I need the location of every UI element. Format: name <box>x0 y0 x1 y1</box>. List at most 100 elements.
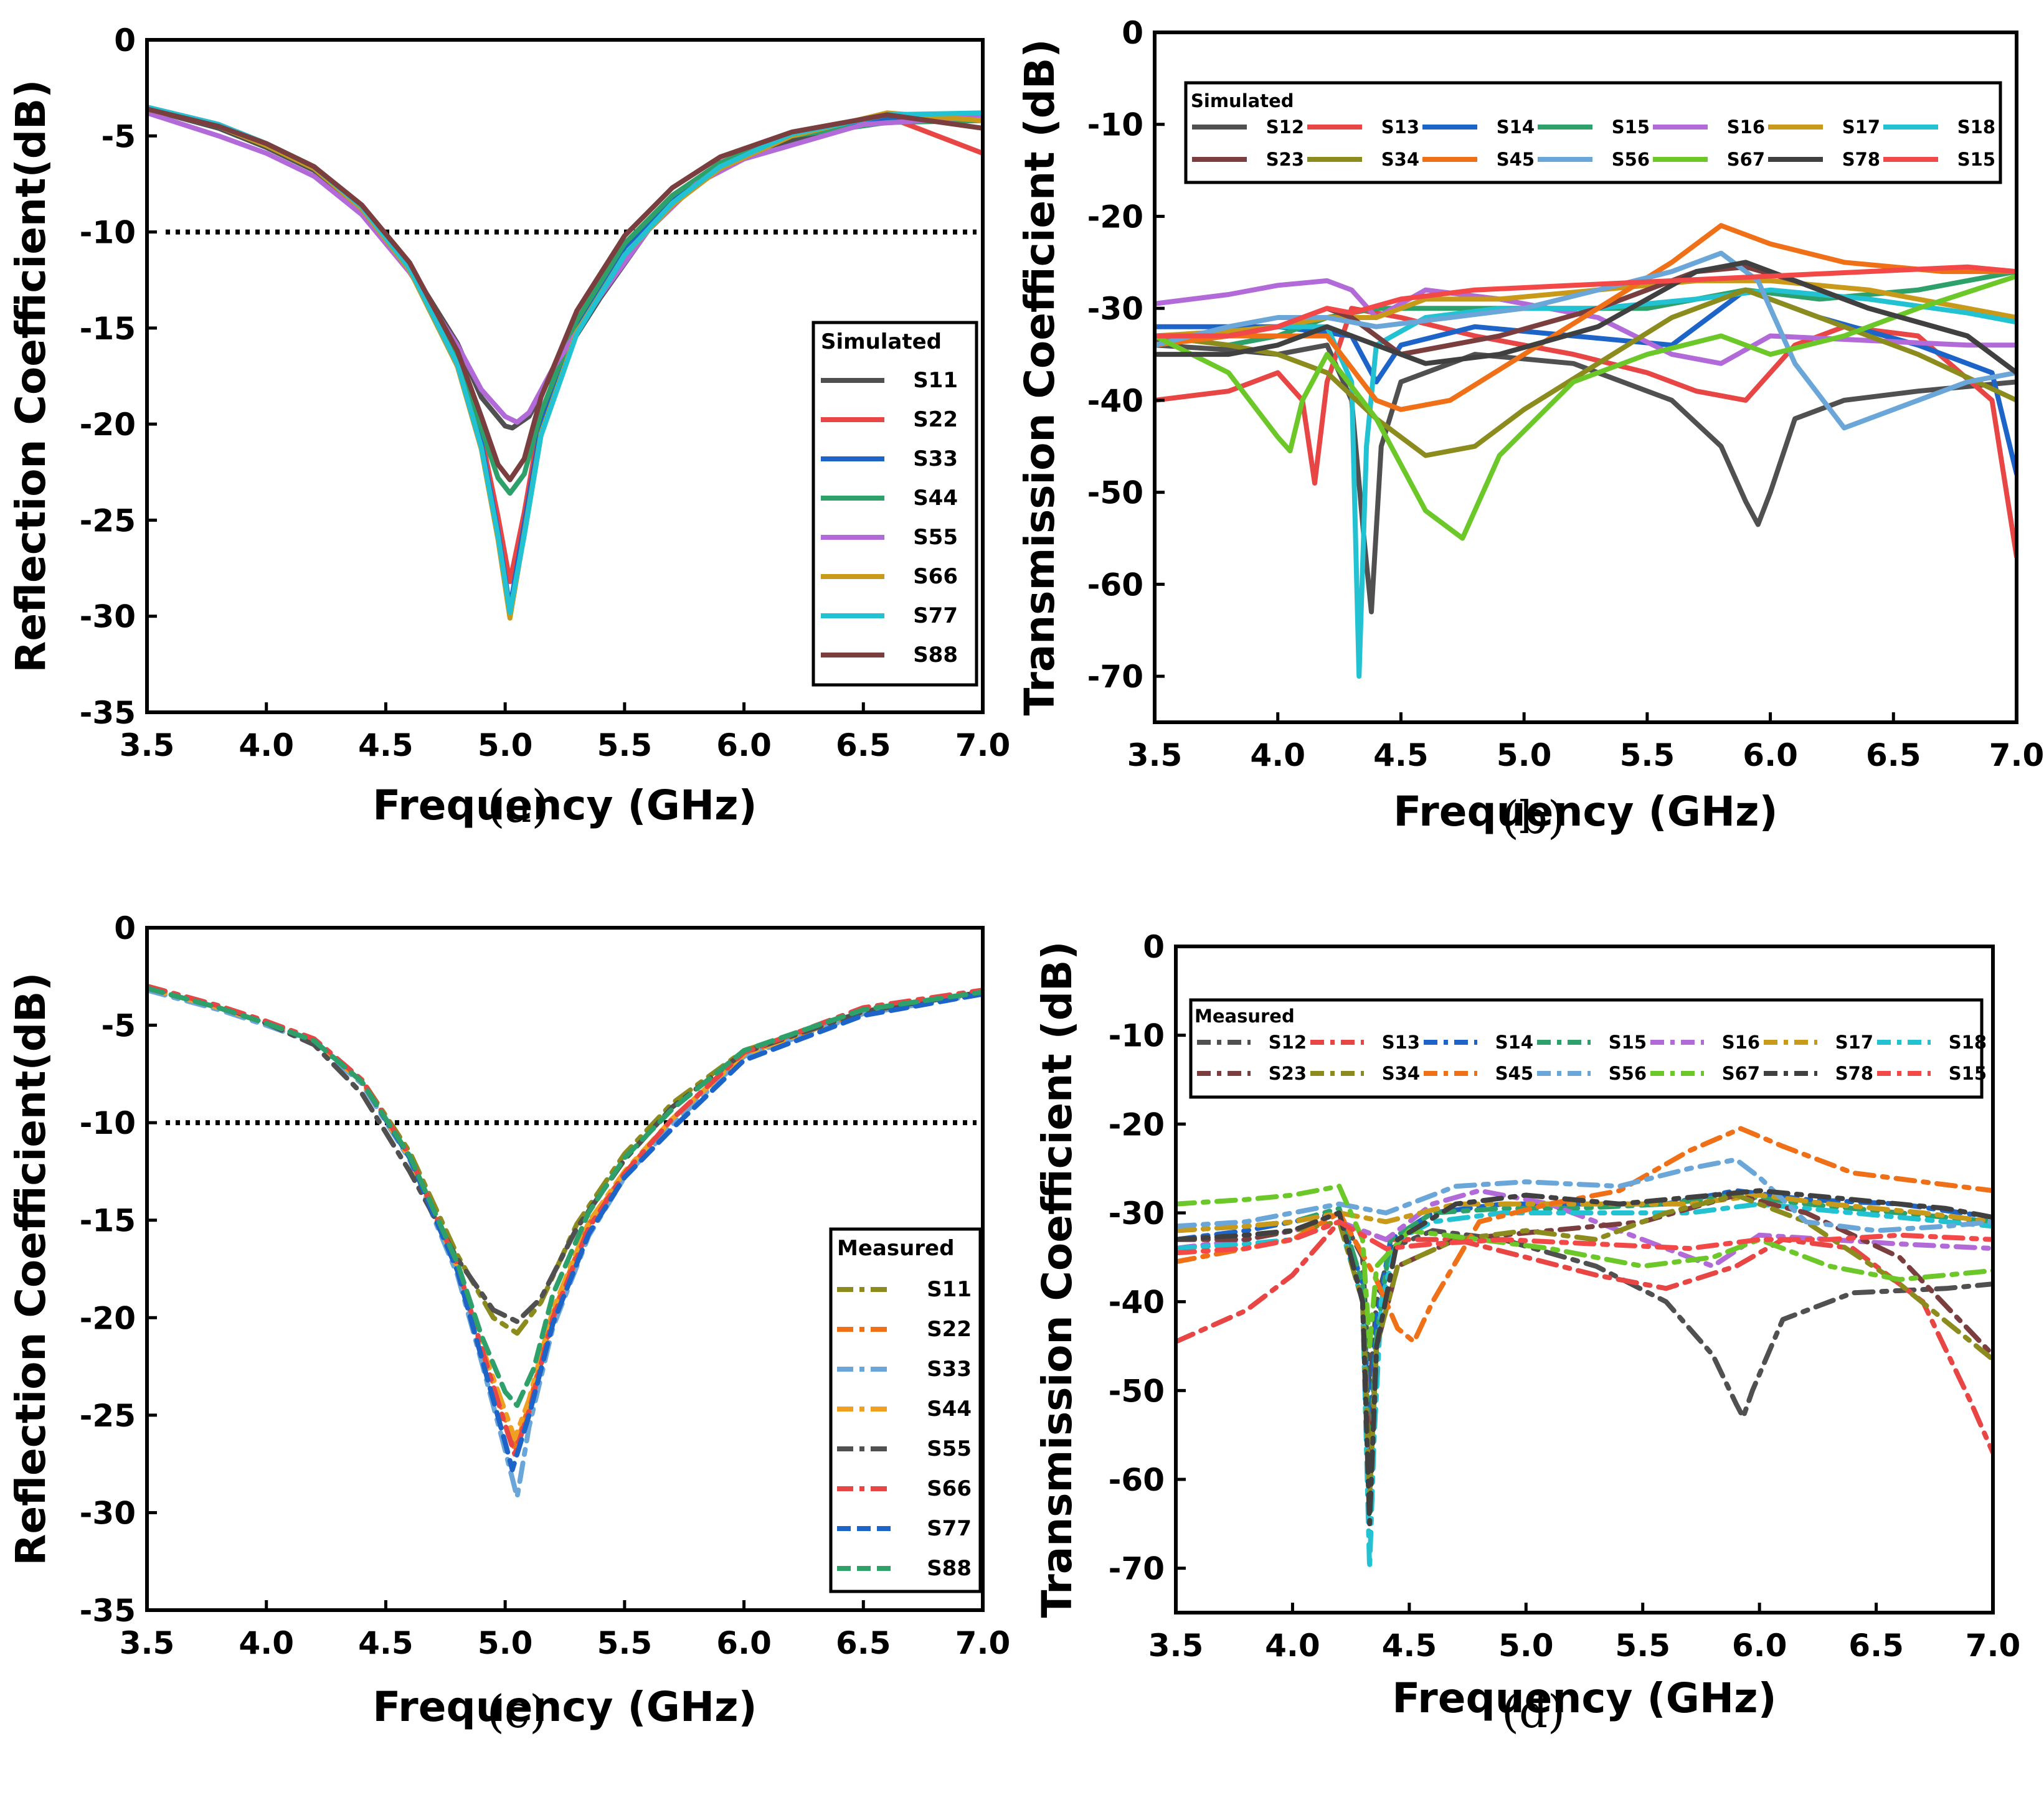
legend-item-s16: S16 <box>1727 116 1765 138</box>
legend-item-s55: S55 <box>913 525 958 550</box>
x-tick-label: 4.5 <box>358 1625 414 1661</box>
legend-item-s23: S23 <box>1269 1063 1307 1084</box>
plot-frame <box>145 926 985 1612</box>
series-line-s88-7 <box>147 986 983 1408</box>
legend-box <box>1189 998 1984 1099</box>
y-tick-label: 0 <box>1143 929 1165 965</box>
series-line-s45-9 <box>1176 1126 1993 1344</box>
x-tick-label: 5.0 <box>478 1625 533 1661</box>
chart-panel-b: 3.5 4.0 4.5 5.0 5.5 6.0 6.5 7.0 0 -10 -20 -30 -40 -50… <box>1016 15 2044 844</box>
x-tick-label: 6.0 <box>716 1625 772 1661</box>
series-line-s12-0 <box>1155 342 2017 615</box>
x-tick-label: 5.0 <box>1497 737 1552 773</box>
plot-frame <box>1153 31 2018 724</box>
x-tick-label: 5.0 <box>478 727 533 763</box>
series-line-s78-12 <box>1155 260 2017 375</box>
legend-item-s88: S88 <box>913 643 958 667</box>
y-tick-label: -10 <box>80 215 136 251</box>
y-tick-label: -20 <box>80 407 136 443</box>
legend-title: Measured <box>1195 1006 1295 1027</box>
y-tick-label: -10 <box>80 1105 136 1141</box>
x-tick-label: 3.5 <box>120 1625 175 1661</box>
x-tick-label: 6.5 <box>836 1625 891 1661</box>
legend: Measured S12 S13 S14 S15 S16 S17 S18 S23 S34 S45 S5… <box>1189 998 1987 1099</box>
legend-item-s22: S22 <box>913 407 958 432</box>
y-tick-label: -30 <box>1109 1195 1165 1232</box>
legend-item-s22: S22 <box>927 1317 972 1342</box>
y-tick-label: -25 <box>80 1398 136 1434</box>
panel-label: (c) <box>487 1685 547 1738</box>
legend-item-s55: S55 <box>927 1436 972 1461</box>
legend-item-s15: S15 <box>1612 116 1650 138</box>
series-line-s15-13 <box>1176 1219 1993 1256</box>
y-tick-label: -10 <box>1109 1018 1165 1054</box>
x-tick-label: 5.5 <box>597 727 653 763</box>
y-tick-label: -50 <box>1109 1373 1165 1409</box>
legend-item-s12: S12 <box>1269 1032 1307 1053</box>
y-tick-label: -40 <box>1109 1284 1165 1321</box>
series-line-s67-11 <box>1176 1184 1993 1349</box>
legend-item-s34: S34 <box>1382 1063 1420 1084</box>
legend-item-s13: S13 <box>1382 1032 1420 1053</box>
x-tick-label: 7.0 <box>1989 737 2044 773</box>
y-tick-label: -40 <box>1087 383 1143 419</box>
x-tick-label: 3.5 <box>1148 1628 1204 1664</box>
legend-item-s17: S17 <box>1842 116 1880 138</box>
x-axis-label: Frequency (GHz) <box>372 1683 757 1731</box>
series-line-s78-12 <box>1176 1188 1993 1527</box>
chart-panel-d: 3.5 4.0 4.5 5.0 5.5 6.0 6.5 7.0 0 -10 -20 -30 -40 -50… <box>1033 929 2020 1738</box>
series-line-s45-9 <box>1155 223 2017 412</box>
legend-item-s14: S14 <box>1497 116 1535 138</box>
x-tick-label: 4.0 <box>1250 737 1305 773</box>
x-tick-label: 4.5 <box>1382 1628 1437 1664</box>
legend: Measured S11 S22 S33 S44 S55 S66 S77 S88 <box>829 1227 982 1593</box>
legend-item-s77: S77 <box>927 1516 972 1541</box>
y-tick-label: -60 <box>1109 1462 1165 1498</box>
y-tick-label: -5 <box>101 1008 136 1044</box>
x-tick-label: 4.0 <box>1265 1628 1320 1664</box>
legend-item-s15: S15 <box>1949 1063 1987 1084</box>
x-tick-label: 6.5 <box>1866 737 1921 773</box>
series-line-s34-8 <box>1176 1192 1993 1500</box>
x-tick-label: 6.5 <box>1848 1628 1904 1664</box>
y-tick-label: -60 <box>1087 567 1143 603</box>
y-tick-label: -70 <box>1087 659 1143 695</box>
series-group <box>1155 223 2017 679</box>
legend-item-s33: S33 <box>913 446 958 471</box>
x-axis-label: Frequency (GHz) <box>1392 1674 1776 1722</box>
y-tick-label: -35 <box>80 1593 136 1629</box>
legend-item-s67: S67 <box>1722 1063 1760 1084</box>
chart-panel-a: 3.5 4.0 4.5 5.0 5.5 6.0 6.5 7.0 0 -5 -10 -15 -20 -25 -… <box>7 22 1010 832</box>
plot-frame <box>145 38 985 714</box>
series-line-s56-10 <box>1176 1157 1993 1233</box>
legend-item-s16: S16 <box>1722 1032 1760 1053</box>
legend-item-s56: S56 <box>1609 1063 1647 1084</box>
y-tick-label: 0 <box>114 22 136 59</box>
y-tick-label: 0 <box>1122 15 1143 51</box>
legend-item-s11: S11 <box>913 368 958 393</box>
series-line-s17-5 <box>1176 1192 1993 1233</box>
legend-item-s14: S14 <box>1495 1032 1533 1053</box>
y-tick-label: -35 <box>80 695 136 731</box>
series-line-s13-1 <box>1155 306 2017 560</box>
legend-item-s45: S45 <box>1495 1063 1533 1084</box>
legend-item-s44: S44 <box>927 1397 972 1421</box>
legend: Simulated S11 S22 S33 S44 S55 S66 S77 S88 <box>811 321 978 687</box>
series-line-s34-8 <box>1155 287 2017 458</box>
series-group <box>147 105 983 621</box>
legend-title: Simulated <box>1191 90 1294 111</box>
y-tick-label: -10 <box>1087 107 1143 143</box>
series-line-s15-13 <box>1155 264 2017 339</box>
y-tick-label: -25 <box>80 502 136 539</box>
legend-item-s11: S11 <box>927 1277 972 1302</box>
legend-title: Measured <box>837 1236 954 1261</box>
y-tick-label: 0 <box>114 910 136 946</box>
x-axis-label: Frequency (GHz) <box>1393 788 1777 836</box>
x-axis-label: Frequency (GHz) <box>372 781 757 829</box>
legend-item-s78: S78 <box>1842 149 1880 170</box>
y-axis-label: Reflection Coefficient(dB) <box>7 973 55 1566</box>
x-tick-label: 5.0 <box>1498 1628 1554 1664</box>
legend-item-s45: S45 <box>1497 149 1535 170</box>
legend-item-s18: S18 <box>1949 1032 1987 1053</box>
